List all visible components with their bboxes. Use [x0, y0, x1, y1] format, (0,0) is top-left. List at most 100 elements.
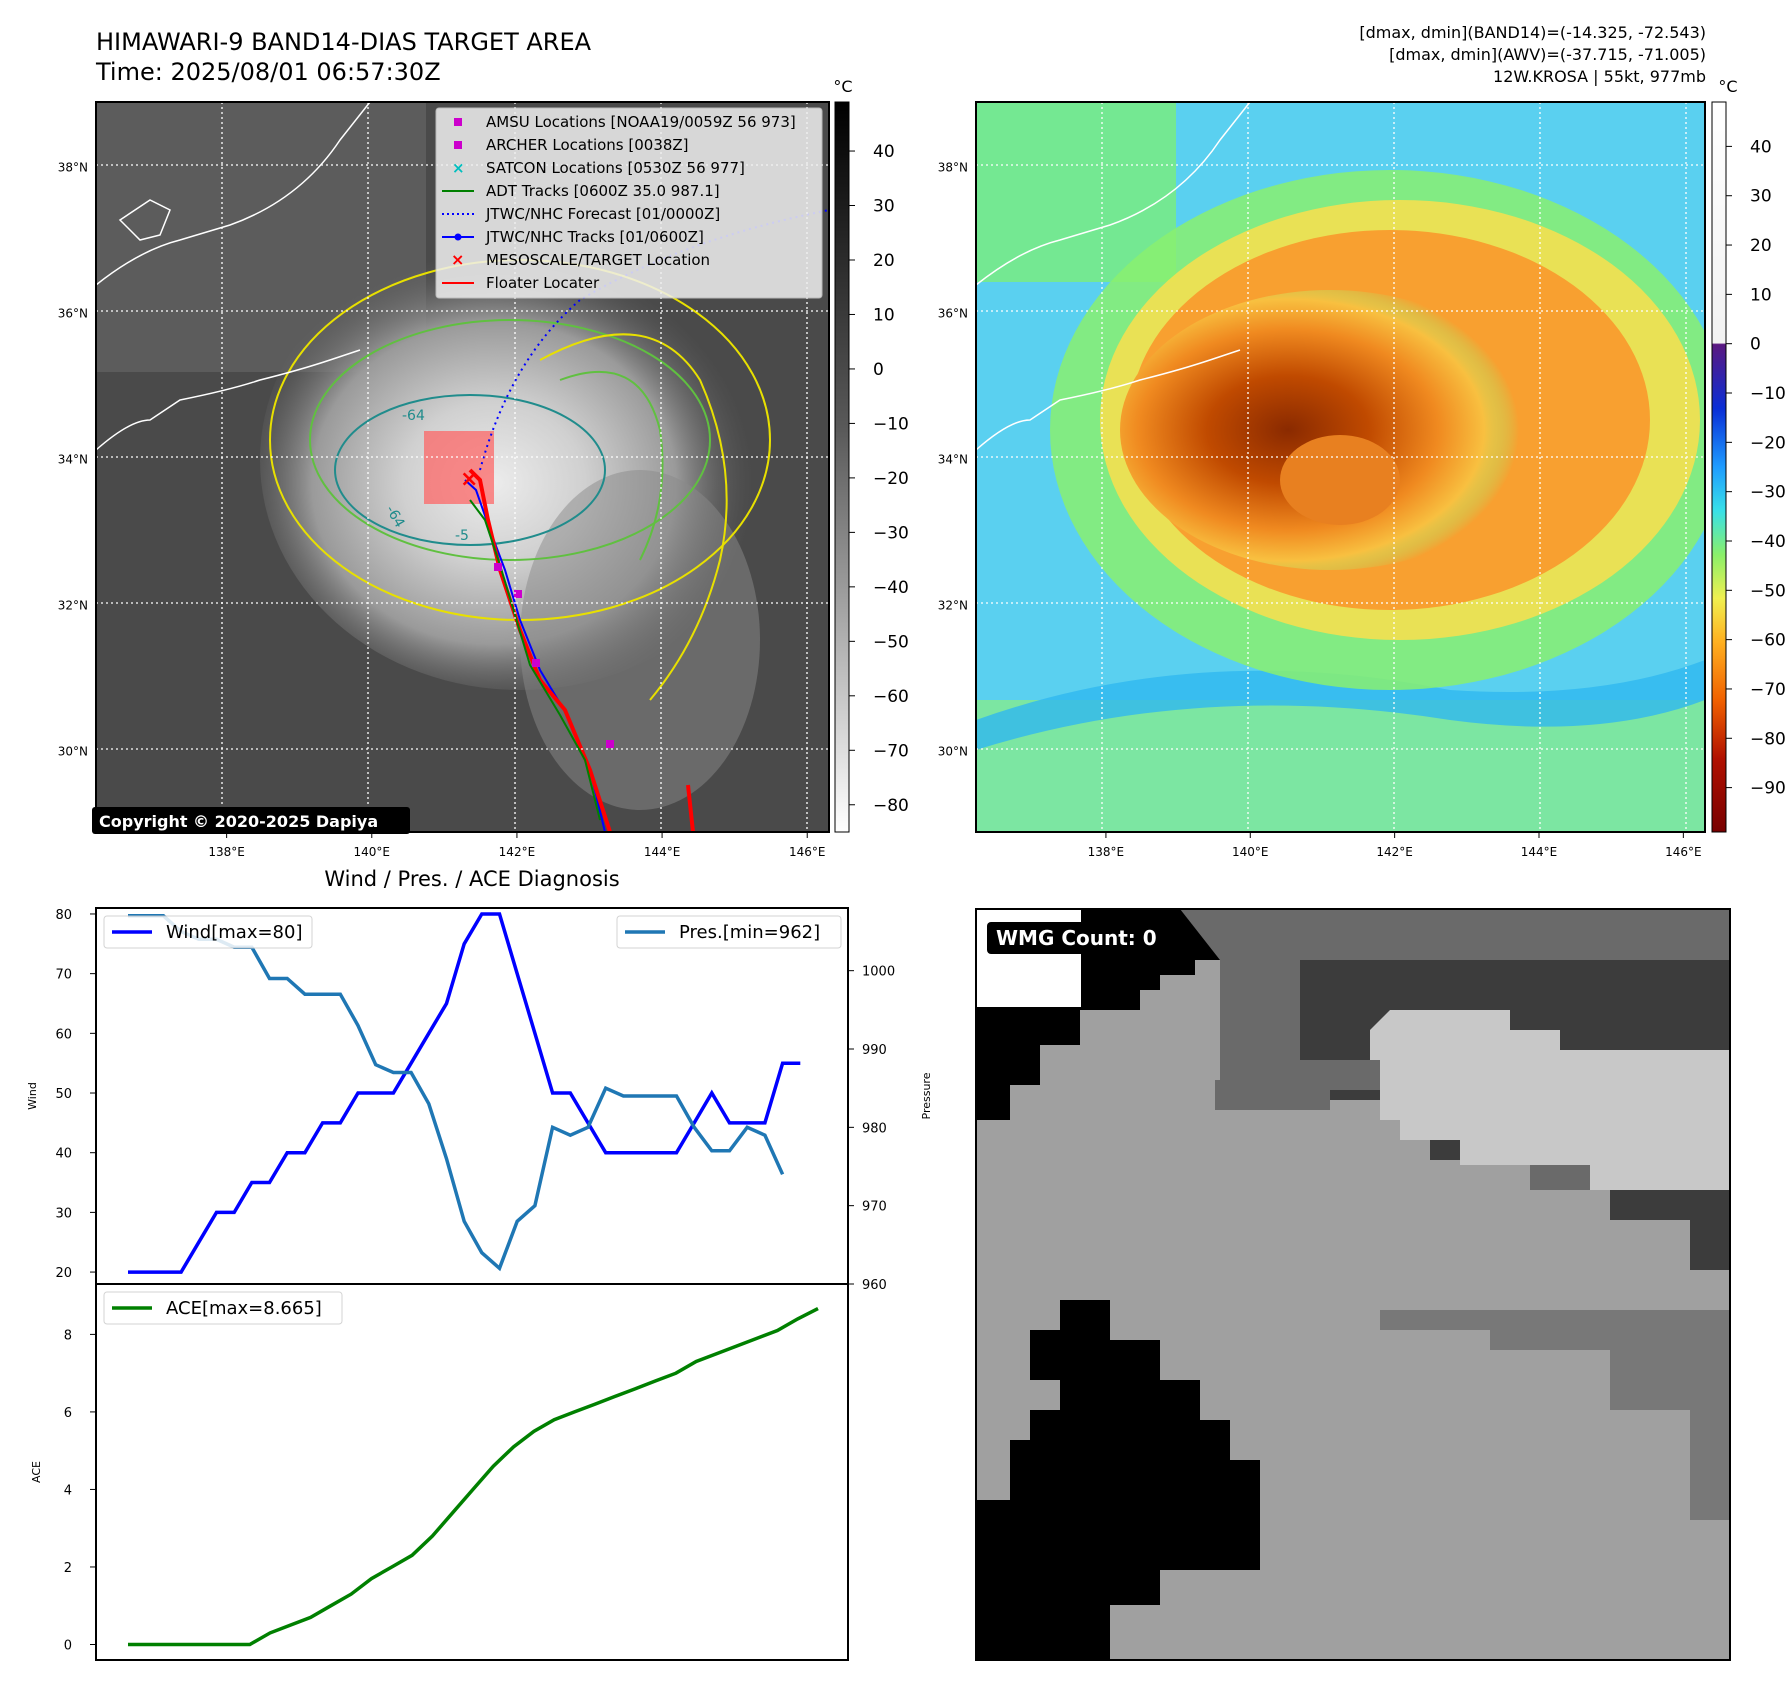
info-line2: [dmax, dmin](AWV)=(-37.715, -71.005)	[1389, 45, 1706, 64]
colorbar-tick-label: −10	[1750, 384, 1786, 404]
contour-label-1: -64	[402, 408, 425, 424]
copyright-text: Copyright © 2020-2025 Dapiya	[99, 812, 378, 831]
ir-peninsula	[118, 199, 171, 241]
colorbar-tick-label: 10	[873, 305, 895, 325]
legend-adt-label: ADT Tracks [0600Z 35.0 987.1]	[486, 182, 720, 200]
lon-tick-label: 144°E	[644, 845, 681, 859]
ir-contour-arm2	[559, 370, 664, 561]
legend-archer-marker	[454, 141, 462, 149]
ir-contour-mid	[309, 319, 711, 561]
colorbar-tick-label: −70	[873, 741, 909, 761]
wmg-panel: WMG Count: 0	[975, 908, 1731, 1661]
ir-colorbar-unit: °C	[833, 77, 852, 96]
legend-amsu-marker	[454, 118, 462, 126]
wind-tick-label: 80	[55, 908, 72, 923]
colorbar-tick-label: 20	[1750, 236, 1772, 256]
floater-seg-2	[686, 784, 695, 832]
lon-tick-label: 146°E	[1665, 845, 1702, 859]
lon-tick-label: 140°E	[1232, 845, 1269, 859]
wind-tick-label: 40	[55, 1147, 72, 1162]
ir-colorbar-ticks: 40 30 20 10 0 −10 −20 −30 −40 −50 −60 −70 −80	[849, 142, 909, 816]
colorbar-tick-label: −30	[1750, 483, 1786, 503]
amsu-marker-2	[494, 563, 502, 571]
wmg-black-south	[976, 1300, 1260, 1660]
ir-cloud-tail	[520, 470, 760, 810]
colorbar-tick-label: 40	[1750, 137, 1772, 157]
contour-label-3: -5	[455, 528, 469, 544]
wv-frame	[975, 101, 1706, 833]
wmg-frame	[975, 908, 1731, 1661]
ace-ticks: 0 2 4 6 8	[64, 1328, 96, 1653]
pres-legend: Pres.[min=962]	[616, 915, 842, 949]
colorbar-tick-label: −60	[1750, 631, 1786, 651]
ace-series-line	[128, 1307, 819, 1647]
lon-tick-label: 138°E	[208, 845, 245, 859]
ace-legend: ACE[max=8.665]	[103, 1291, 343, 1325]
info-line1: [dmax, dmin](BAND14)=(-14.325, -72.543)	[1359, 23, 1706, 42]
lat-tick-label: 30°N	[938, 745, 968, 759]
lat-tick-label: 38°N	[58, 161, 88, 175]
wv-core	[1120, 290, 1540, 570]
figure-title-line2: Time: 2025/08/01 06:57:30Z	[95, 58, 441, 86]
legend-archer-label: ARCHER Locations [0038Z]	[486, 136, 689, 154]
colorbar-tick-label: −50	[873, 632, 909, 652]
ace-tick-label: 8	[64, 1328, 72, 1343]
wind-legend-label: Wind[max=80]	[166, 922, 303, 943]
legend-forecast-label: JTWC/NHC Forecast [01/0000Z]	[485, 205, 720, 223]
ir-coastline	[96, 102, 371, 286]
wind-pres-panel: Wind Pressure 20 30 40 50 60 70 80 960 970 980 99…	[26, 907, 933, 1293]
ir-legend: AMSU Locations [NOAA19/0059Z 56 973] ARC…	[435, 107, 823, 299]
lat-tick-label: 38°N	[938, 161, 968, 175]
legend-satcon-marker: ×	[452, 159, 465, 177]
wv-colorbar-unit: °C	[1718, 77, 1737, 96]
lat-tick-label: 30°N	[58, 745, 88, 759]
wind-series-line	[128, 912, 801, 1274]
figure-title-line1: HIMAWARI-9 BAND14-DIAS TARGET AREA	[96, 28, 592, 56]
colorbar-tick-label: 30	[873, 197, 895, 217]
legend-track-label: JTWC/NHC Tracks [01/0600Z]	[485, 228, 704, 246]
colorbar-tick-label: 10	[1750, 285, 1772, 305]
colorbar-tick-label: −90	[1750, 779, 1786, 799]
colorbar-tick-label: 0	[1750, 335, 1761, 355]
pres-tick-label: 970	[862, 1200, 887, 1215]
wmg-mid-strip	[1380, 1310, 1730, 1520]
colorbar-tick-label: 30	[1750, 187, 1772, 207]
colorbar-tick-label: 20	[873, 251, 895, 271]
lon-tick-label: 138°E	[1088, 845, 1125, 859]
lon-tick-label: 142°E	[499, 845, 536, 859]
wv-band	[976, 660, 1705, 750]
amsu-marker-3	[606, 740, 614, 748]
wind-legend: Wind[max=80]	[103, 915, 313, 949]
wmg-badge	[987, 922, 1167, 954]
ace-frame	[95, 1283, 849, 1661]
wind-tick-label: 20	[55, 1266, 72, 1281]
ir-frame	[95, 101, 830, 833]
legend-track-dot	[454, 233, 462, 241]
ir-contour-inner	[334, 394, 606, 546]
pres-legend-label: Pres.[min=962]	[679, 922, 820, 943]
legend-amsu-label: AMSU Locations [NOAA19/0059Z 56 973]	[486, 113, 796, 131]
pres-ticks: 960 970 980 990 1000	[848, 965, 895, 1293]
ir-coastline-2	[96, 349, 361, 451]
colorbar-tick-label: −30	[873, 523, 909, 543]
wind-tick-label: 50	[55, 1087, 72, 1102]
lon-tick-label: 144°E	[1521, 845, 1558, 859]
wmg-badge-text: WMG Count: 0	[996, 926, 1157, 950]
wv-colorbar-ticks: 40 30 20 10 0 −10 −20 −30 −40 −50 −60 −70 −80 −90	[1726, 137, 1786, 799]
wind-panel-title: Wind / Pres. / ACE Diagnosis	[324, 867, 619, 891]
lon-tick-label: 146°E	[789, 845, 826, 859]
pres-tick-label: 980	[862, 1121, 887, 1136]
colorbar-tick-label: −80	[1750, 729, 1786, 749]
ace-ylabel: ACE	[30, 1461, 43, 1483]
pres-tick-label: 960	[862, 1278, 887, 1293]
ace-tick-label: 0	[64, 1638, 72, 1653]
lat-tick-label: 32°N	[58, 599, 88, 613]
ace-tick-label: 6	[64, 1406, 72, 1421]
forecast-track	[479, 209, 829, 471]
wind-tick-label: 70	[55, 968, 72, 983]
colorbar-tick-label: 40	[873, 142, 895, 162]
pres-tick-label: 990	[862, 1043, 887, 1058]
colorbar-tick-label: −80	[873, 796, 909, 816]
wv-eye	[1280, 435, 1400, 525]
